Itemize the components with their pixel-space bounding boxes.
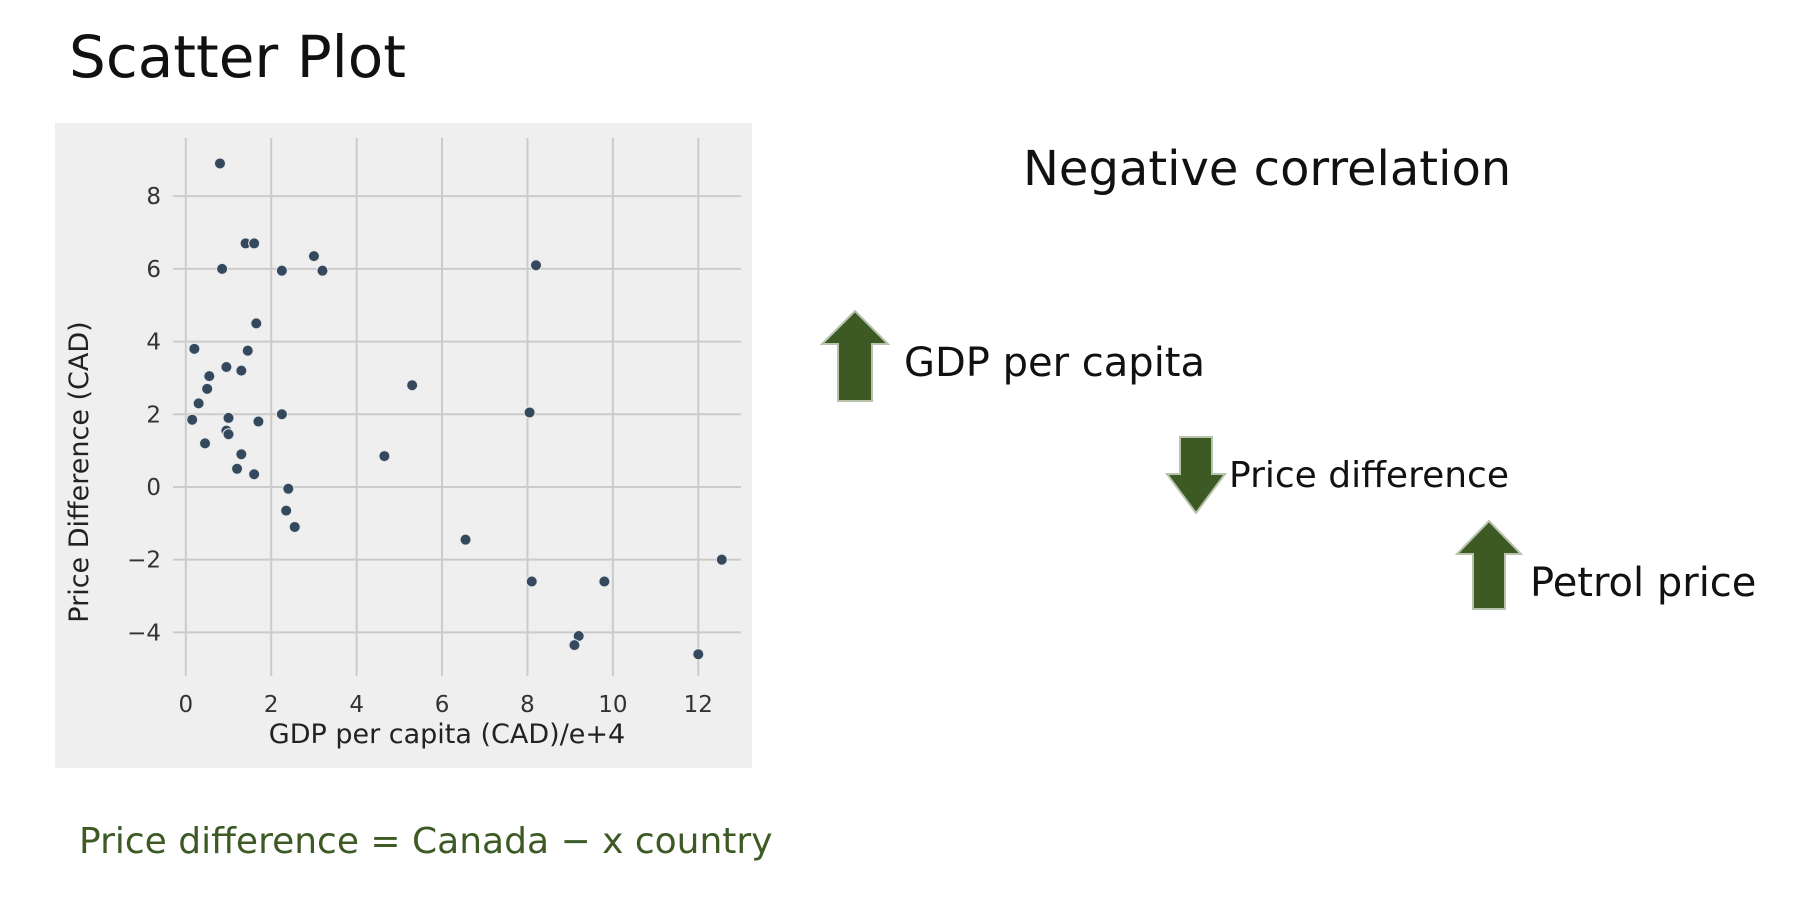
gdp-indicator-label: GDP per capita [904, 340, 1205, 386]
scatter-point [201, 382, 214, 395]
scatter-point [692, 648, 705, 661]
scatter-point [235, 364, 248, 377]
scatter-point [307, 250, 320, 263]
scatter-point [523, 406, 536, 419]
correlation-heading: Negative correlation [1023, 141, 1512, 197]
scatter-point [241, 344, 254, 357]
x-tick-label: 10 [598, 692, 627, 718]
x-axis-label: GDP per capita (CAD)/e+4 [269, 719, 625, 750]
y-tick-label: 2 [146, 402, 161, 428]
scatter-point [186, 413, 199, 426]
scatter-point [568, 639, 581, 652]
y-tick-label: 6 [146, 257, 161, 283]
arrow-down-icon [1165, 436, 1227, 514]
x-tick-label: 4 [349, 692, 364, 718]
scatter-point [378, 450, 391, 463]
x-tick-label: 8 [520, 692, 535, 718]
scatter-chart: 0 2 4 6 8 10 12 −4 −2 0 2 4 6 8 GDP per capita (CAD)/… [55, 123, 752, 768]
scatter-point [203, 370, 216, 383]
chart-background [55, 123, 752, 768]
scatter-point [222, 411, 235, 424]
scatter-point [252, 415, 265, 428]
scatter-point [231, 462, 244, 475]
x-tick-label: 12 [684, 692, 713, 718]
x-tick-label: 6 [435, 692, 450, 718]
arrow-up-icon [820, 310, 890, 402]
x-tick-label: 0 [178, 692, 193, 718]
slide-title: Scatter Plot [69, 23, 407, 91]
scatter-point [220, 361, 233, 374]
scatter-point [275, 264, 288, 277]
scatter-plot-panel: 0 2 4 6 8 10 12 −4 −2 0 2 4 6 8 GDP per capita (CAD)/… [55, 123, 752, 768]
scatter-point [235, 448, 248, 461]
scatter-point [248, 237, 261, 250]
scatter-point [288, 520, 301, 533]
y-tick-label: 8 [146, 184, 161, 210]
scatter-point [525, 575, 538, 588]
scatter-point [530, 259, 543, 272]
scatter-point [216, 262, 229, 275]
scatter-point [406, 379, 419, 392]
scatter-point [275, 408, 288, 421]
scatter-point [248, 468, 261, 481]
y-tick-label: −2 [127, 548, 161, 574]
arrow-up-icon [1455, 520, 1523, 610]
scatter-point [282, 482, 295, 495]
y-tick-label: 4 [146, 330, 161, 356]
scatter-point [213, 157, 226, 170]
price-difference-note: Price difference = Canada − x country [79, 821, 773, 862]
scatter-point [715, 553, 728, 566]
scatter-point [192, 397, 205, 410]
scatter-point [598, 575, 611, 588]
scatter-point [459, 533, 472, 546]
petrol-price-indicator-label: Petrol price [1530, 560, 1757, 606]
scatter-point [280, 504, 293, 517]
y-axis-label: Price Difference (CAD) [64, 321, 95, 622]
scatter-point [250, 317, 263, 330]
scatter-point [199, 437, 212, 450]
scatter-point [188, 342, 201, 355]
scatter-point [222, 428, 235, 441]
price-difference-indicator-label: Price difference [1229, 455, 1509, 496]
x-tick-label: 2 [264, 692, 279, 718]
y-tick-label: 0 [146, 475, 161, 501]
scatter-point [316, 264, 329, 277]
y-tick-label: −4 [127, 620, 161, 646]
